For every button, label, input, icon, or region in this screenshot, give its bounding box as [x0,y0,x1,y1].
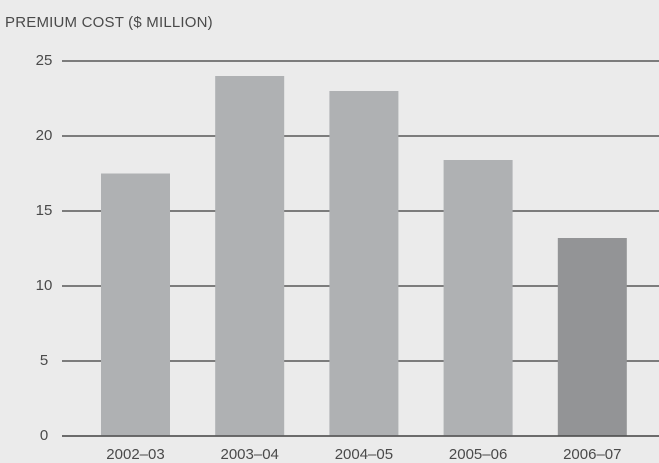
x-tick-label: 2006–07 [563,446,621,463]
x-tick-label: 2003–04 [220,446,278,463]
x-tick-label: 2005–06 [449,446,507,463]
bar-2004–05 [329,91,399,436]
bar-2003–04 [215,76,285,436]
y-tick-label: 5 [40,352,48,369]
y-tick-label: 0 [40,427,48,444]
y-tick-label: 15 [36,202,53,219]
bar-2005–06 [443,160,513,436]
y-tick-labels: 0 5 10 15 20 25 [36,52,53,444]
bar-2006–07 [557,238,627,436]
y-axis-title: PREMIUM COST ($ MILLION) [5,14,213,31]
x-tick-labels: 2002–03 2003–04 2004–05 2005–06 2006–07 [106,446,621,463]
y-tick-label: 25 [36,52,53,69]
y-tick-label: 10 [36,277,53,294]
bars [62,76,659,437]
x-tick-label: 2002–03 [106,446,164,463]
x-tick-label: 2004–05 [335,446,393,463]
bar-2002–03 [101,173,170,436]
y-tick-label: 20 [36,127,53,144]
